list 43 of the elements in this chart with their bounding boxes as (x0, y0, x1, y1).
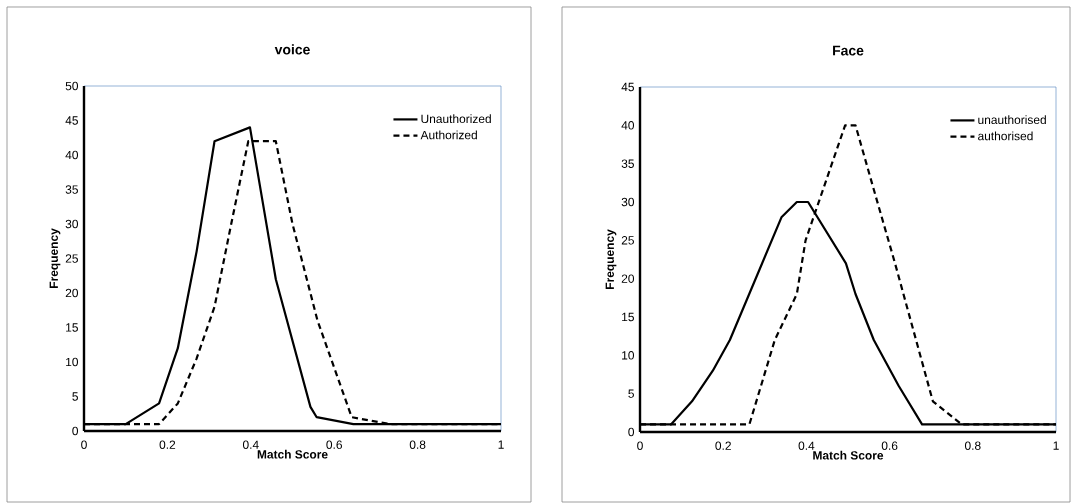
legend-label: authorised (978, 131, 1033, 141)
x-axis-title: Match Score (813, 450, 884, 460)
y-tick-label: 40 (621, 121, 635, 130)
y-tick-label: 25 (65, 254, 78, 263)
x-axis-title: Match Score (257, 449, 328, 459)
y-tick-label: 20 (621, 274, 635, 283)
y-tick-label: 20 (65, 288, 79, 298)
y-tick-label: 35 (621, 159, 634, 168)
chart-title: voice (274, 44, 310, 55)
y-tick-label: 30 (65, 219, 79, 229)
x-tick-label: 0.4 (242, 440, 259, 449)
y-tick-label: 50 (65, 81, 79, 91)
y-tick-label: 25 (621, 236, 634, 245)
x-tick-label: 0 (637, 441, 643, 450)
x-tick-label: 0.2 (159, 440, 176, 449)
y-tick-label: 0 (628, 427, 635, 437)
legend-label: unauthorised (978, 115, 1046, 125)
y-tick-label: 10 (66, 357, 79, 367)
y-tick-label: 5 (628, 389, 634, 398)
y-tick-label: 45 (65, 116, 78, 125)
x-tick-label: 0.6 (881, 441, 898, 450)
x-tick-label: 0.2 (715, 441, 731, 450)
y-tick-label: 5 (72, 392, 78, 401)
y-tick-label: 10 (622, 351, 635, 360)
y-tick-label: 40 (65, 150, 79, 160)
x-tick-label: 1 (1053, 441, 1059, 450)
y-tick-label: 30 (621, 197, 635, 207)
y-tick-label: 0 (72, 426, 79, 436)
y-axis-title: Frequency (49, 228, 61, 288)
legend-label: Unauthorized (421, 114, 491, 124)
y-tick-label: 35 (65, 185, 78, 194)
x-tick-label: 0.8 (409, 440, 426, 449)
chart-title: Face (833, 45, 864, 56)
x-tick-label: 1 (498, 440, 504, 449)
legend-label: Authorized (420, 130, 477, 140)
y-axis-title: Frequency (605, 229, 617, 289)
x-tick-label: 0 (81, 440, 87, 449)
y-tick-label: 15 (66, 323, 78, 332)
x-tick-label: 0.4 (798, 441, 815, 450)
x-tick-label: 0.8 (964, 441, 981, 450)
x-tick-label: 0.6 (326, 440, 342, 449)
y-tick-label: 15 (622, 312, 634, 322)
y-tick-label: 45 (621, 82, 634, 92)
